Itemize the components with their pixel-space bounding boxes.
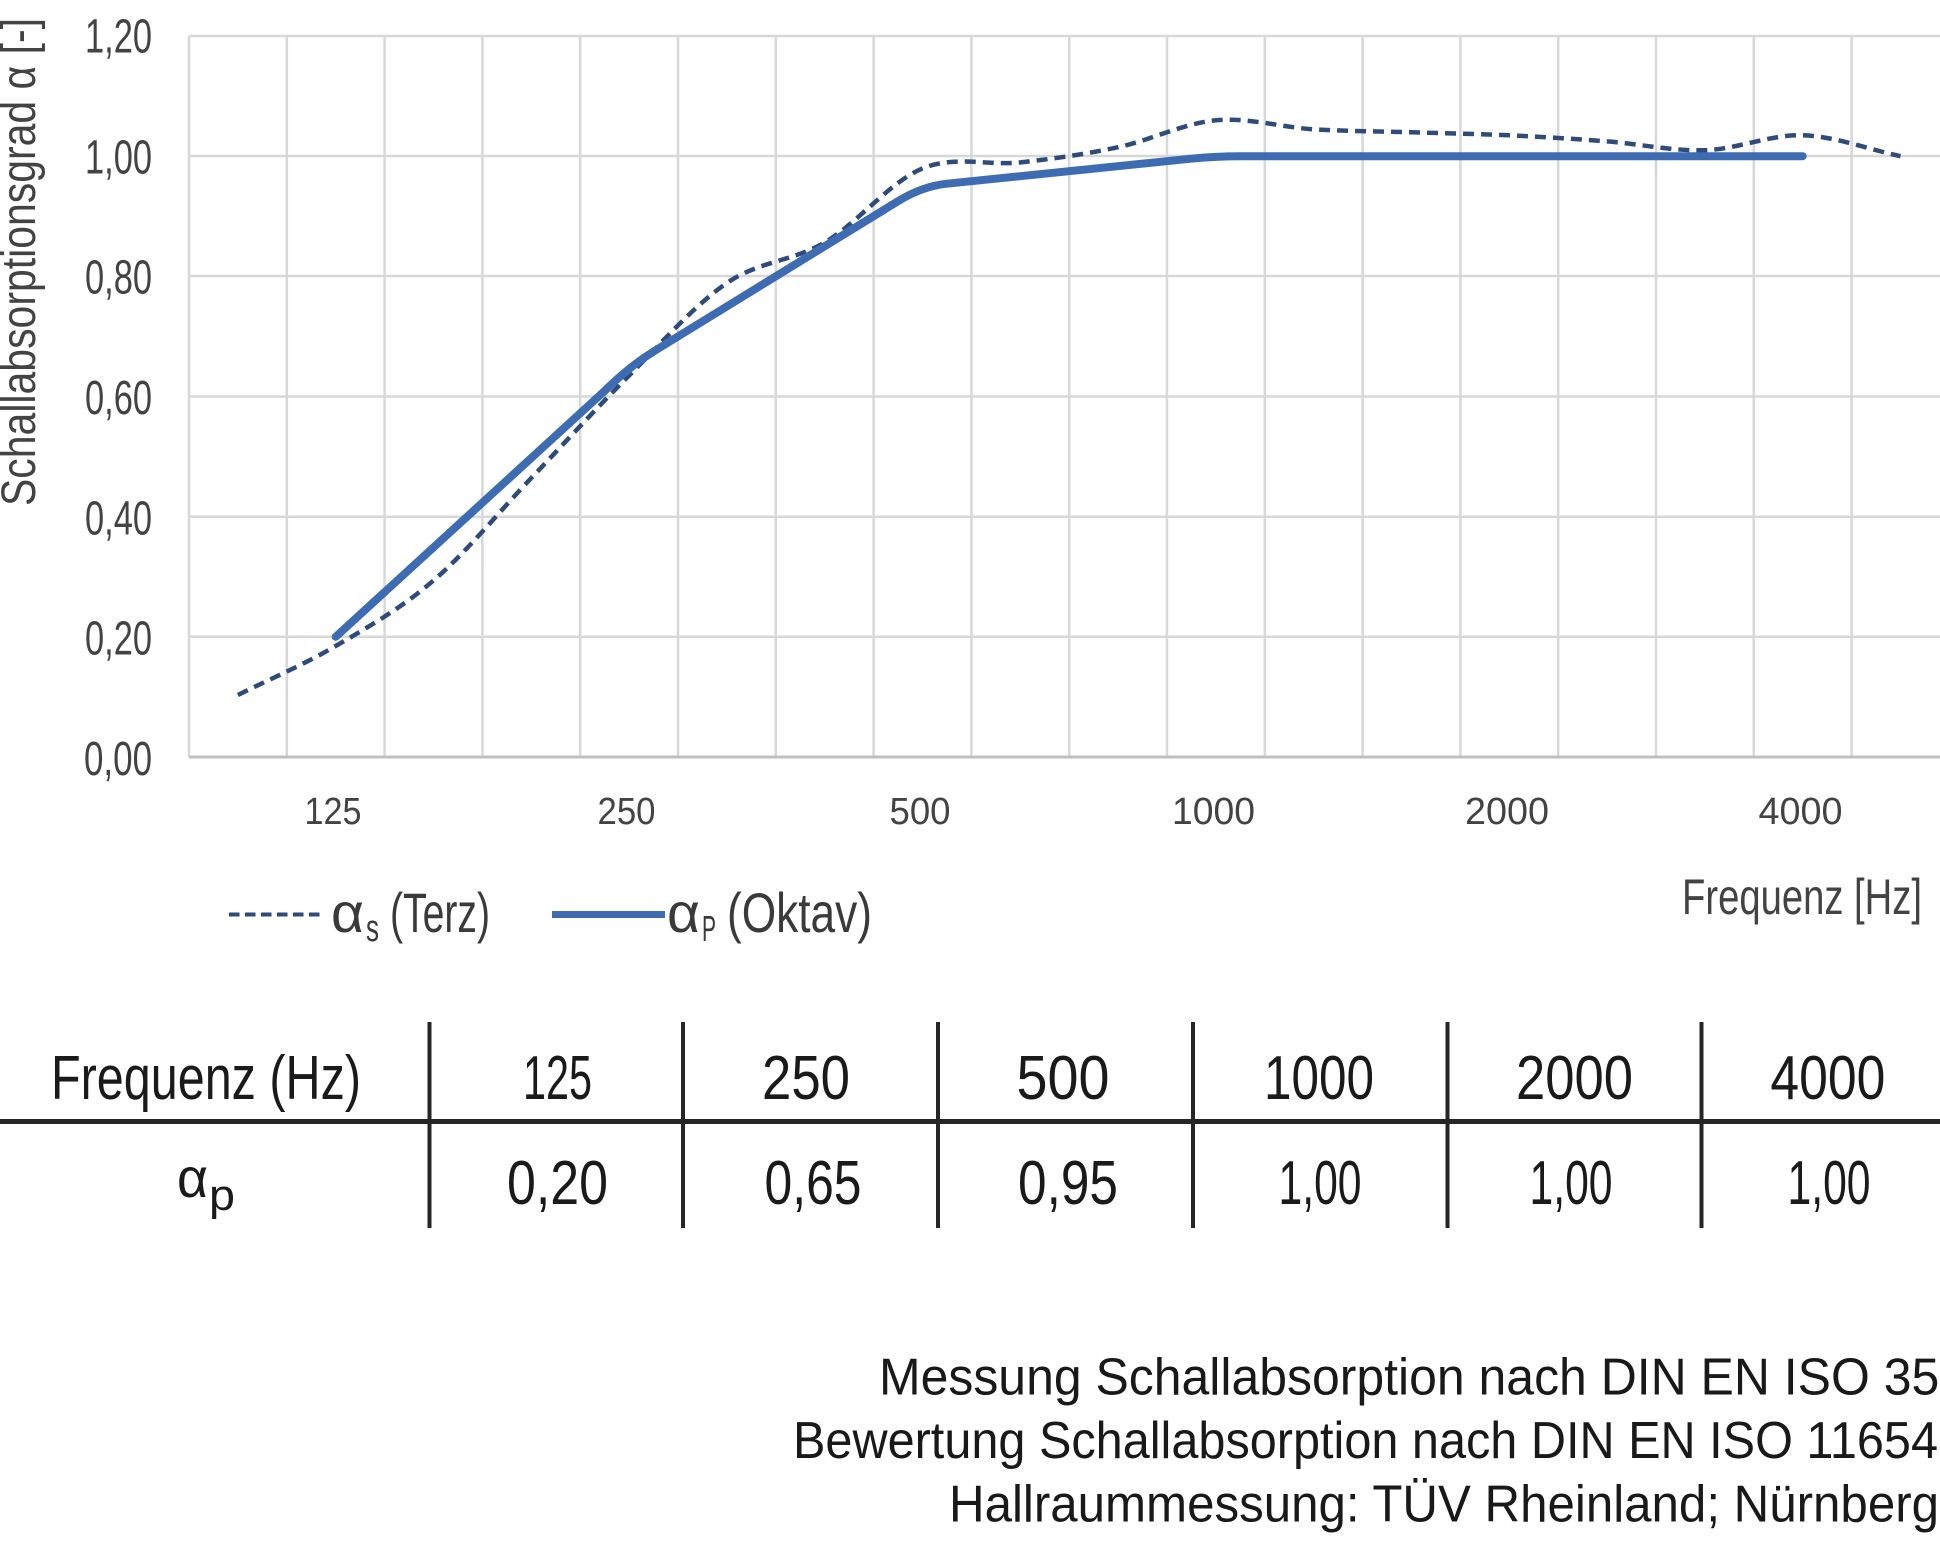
svg-text:0,40: 0,40 <box>85 492 152 545</box>
svg-text:Frequenz (Hz): Frequenz (Hz) <box>51 1044 361 1113</box>
svg-text:p: p <box>209 1171 235 1220</box>
svg-text:P: P <box>702 908 716 949</box>
svg-text:Bewertung Schallabsorption nac: Bewertung Schallabsorption nach DIN EN I… <box>793 1412 1938 1470</box>
svg-text:1,00: 1,00 <box>1788 1149 1871 1218</box>
svg-text:4000: 4000 <box>1770 1044 1885 1113</box>
svg-text:α: α <box>667 881 700 944</box>
svg-text:125: 125 <box>523 1044 592 1113</box>
svg-text:Frequenz [Hz]: Frequenz [Hz] <box>1682 869 1922 925</box>
svg-text:0,20: 0,20 <box>85 613 152 666</box>
svg-text:s: s <box>366 908 379 950</box>
svg-text:125: 125 <box>305 791 362 833</box>
svg-text:4000: 4000 <box>1759 791 1843 833</box>
svg-text:1,00: 1,00 <box>85 131 152 184</box>
svg-text:0,80: 0,80 <box>85 252 152 305</box>
svg-text:2000: 2000 <box>1516 1044 1633 1113</box>
svg-text:250: 250 <box>762 1044 850 1113</box>
svg-text:1000: 1000 <box>1172 791 1255 833</box>
svg-text:500: 500 <box>890 791 951 833</box>
svg-text:0,65: 0,65 <box>765 1149 862 1218</box>
svg-text:250: 250 <box>598 791 656 833</box>
svg-text:Hallraummessung: TÜV Rheinland: Hallraummessung: TÜV Rheinland; Nürnberg <box>949 1476 1939 1534</box>
svg-text:(Terz): (Terz) <box>390 881 490 944</box>
svg-text:0,20: 0,20 <box>507 1149 608 1218</box>
svg-text:α: α <box>331 881 364 944</box>
svg-text:1,00: 1,00 <box>1279 1149 1362 1218</box>
svg-text:0,95: 0,95 <box>1018 1149 1118 1218</box>
svg-text:1,00: 1,00 <box>1530 1149 1613 1218</box>
svg-text:0,60: 0,60 <box>85 372 152 425</box>
svg-text:Messung Schallabsorption nach: Messung Schallabsorption nach DIN EN ISO… <box>879 1349 1940 1407</box>
svg-text:Schallabsorptionsgrad α [-]: Schallabsorptionsgrad α [-] <box>0 18 46 506</box>
svg-text:1,20: 1,20 <box>85 11 152 64</box>
svg-text:500: 500 <box>1017 1044 1110 1113</box>
svg-text:0,00: 0,00 <box>84 733 152 786</box>
svg-text:1000: 1000 <box>1264 1044 1374 1113</box>
svg-text:α: α <box>177 1146 208 1209</box>
svg-text:(Oktav): (Oktav) <box>727 881 872 944</box>
svg-text:2000: 2000 <box>1465 791 1549 833</box>
